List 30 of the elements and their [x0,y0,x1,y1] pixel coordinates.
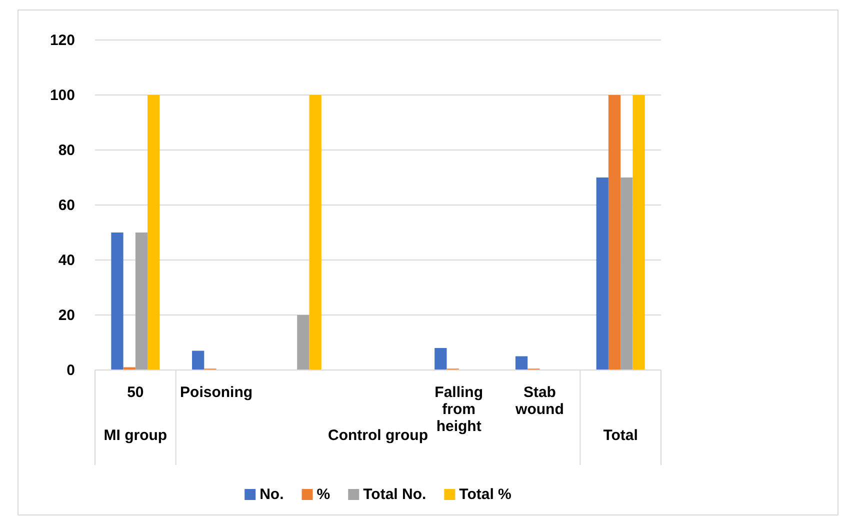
x-tick-label: Stab wound [514,384,564,418]
x-tick-label: 50 [127,384,144,401]
text: Total [603,427,638,444]
bar [309,95,322,370]
bar [111,232,124,370]
bar [596,178,608,370]
y-tick-label: 100 [50,86,75,104]
y-tick-label: 80 [58,142,75,159]
bar [297,315,310,370]
x-tick-label: Poisoning [180,384,253,401]
y-tick-label: 60 [58,196,75,214]
text: MI group [104,427,168,444]
bar [620,178,633,370]
legend-label: Total No. [363,486,426,503]
y-tick-label: 40 [58,252,75,269]
bar [192,350,204,370]
bar [632,95,645,370]
text: Control group [328,427,428,444]
y-tick-label: 0 [66,362,75,379]
bar [135,232,148,370]
y-tick-label: 120 [50,32,75,49]
legend-label: % [316,486,330,503]
legend-label: Total % [459,486,512,503]
x-tick-label: Falling from height [434,384,484,435]
bar [515,356,528,370]
bar [434,348,447,370]
bar [148,95,160,370]
bar [608,95,621,370]
y-tick-label: 20 [58,306,75,324]
legend-label: No. [260,486,284,503]
